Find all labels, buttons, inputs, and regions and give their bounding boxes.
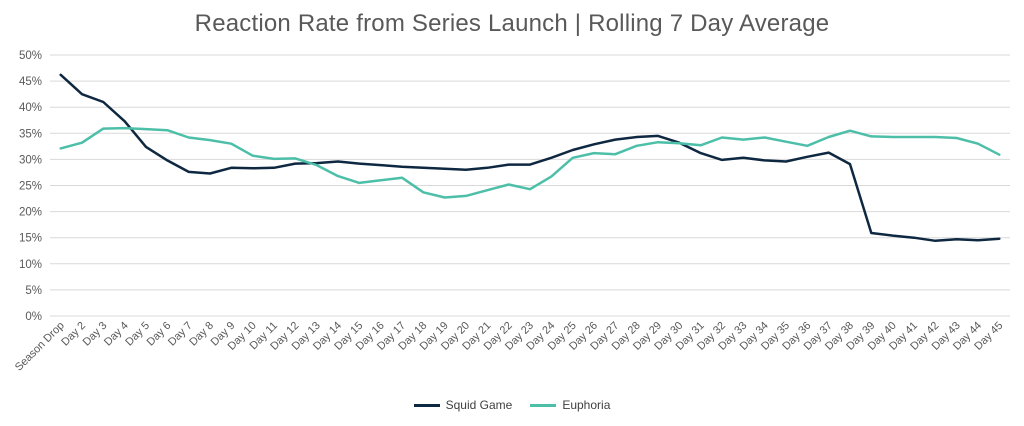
legend-item-squid-game: Squid Game [413, 398, 513, 412]
y-tick-label: 50% [19, 50, 42, 62]
legend-swatch [413, 403, 440, 407]
x-tick-label: Season Drop [13, 320, 67, 374]
series-line-squid-game [59, 73, 1001, 243]
series-lines [59, 73, 1001, 243]
y-tick-label: 10% [19, 259, 42, 271]
y-tick-label: 20% [19, 207, 42, 219]
y-tick-label: 30% [19, 154, 42, 166]
legend-item-euphoria: Euphoria [530, 398, 610, 412]
y-tick-label: 25% [19, 181, 42, 193]
legend-swatch [530, 403, 557, 407]
legend-label: Euphoria [562, 398, 611, 412]
series-line-euphoria [59, 126, 1001, 199]
legend-label: Squid Game [445, 398, 513, 412]
legend: Squid Game Euphoria [0, 398, 1024, 412]
y-tick-label: 5% [25, 285, 42, 297]
chart-title: Reaction Rate from Series Launch | Rolli… [194, 10, 830, 37]
y-tick-label: 45% [19, 76, 42, 88]
y-tick-label: 0% [25, 311, 42, 323]
gridlines [50, 54, 1010, 317]
y-tick-label: 15% [19, 233, 42, 245]
y-axis-ticks: 0% 5% 10% 15% 20% 25% 30% 35% 40% 45% 50% [19, 50, 42, 323]
y-tick-label: 35% [19, 128, 42, 140]
y-tick-label: 40% [19, 102, 42, 114]
